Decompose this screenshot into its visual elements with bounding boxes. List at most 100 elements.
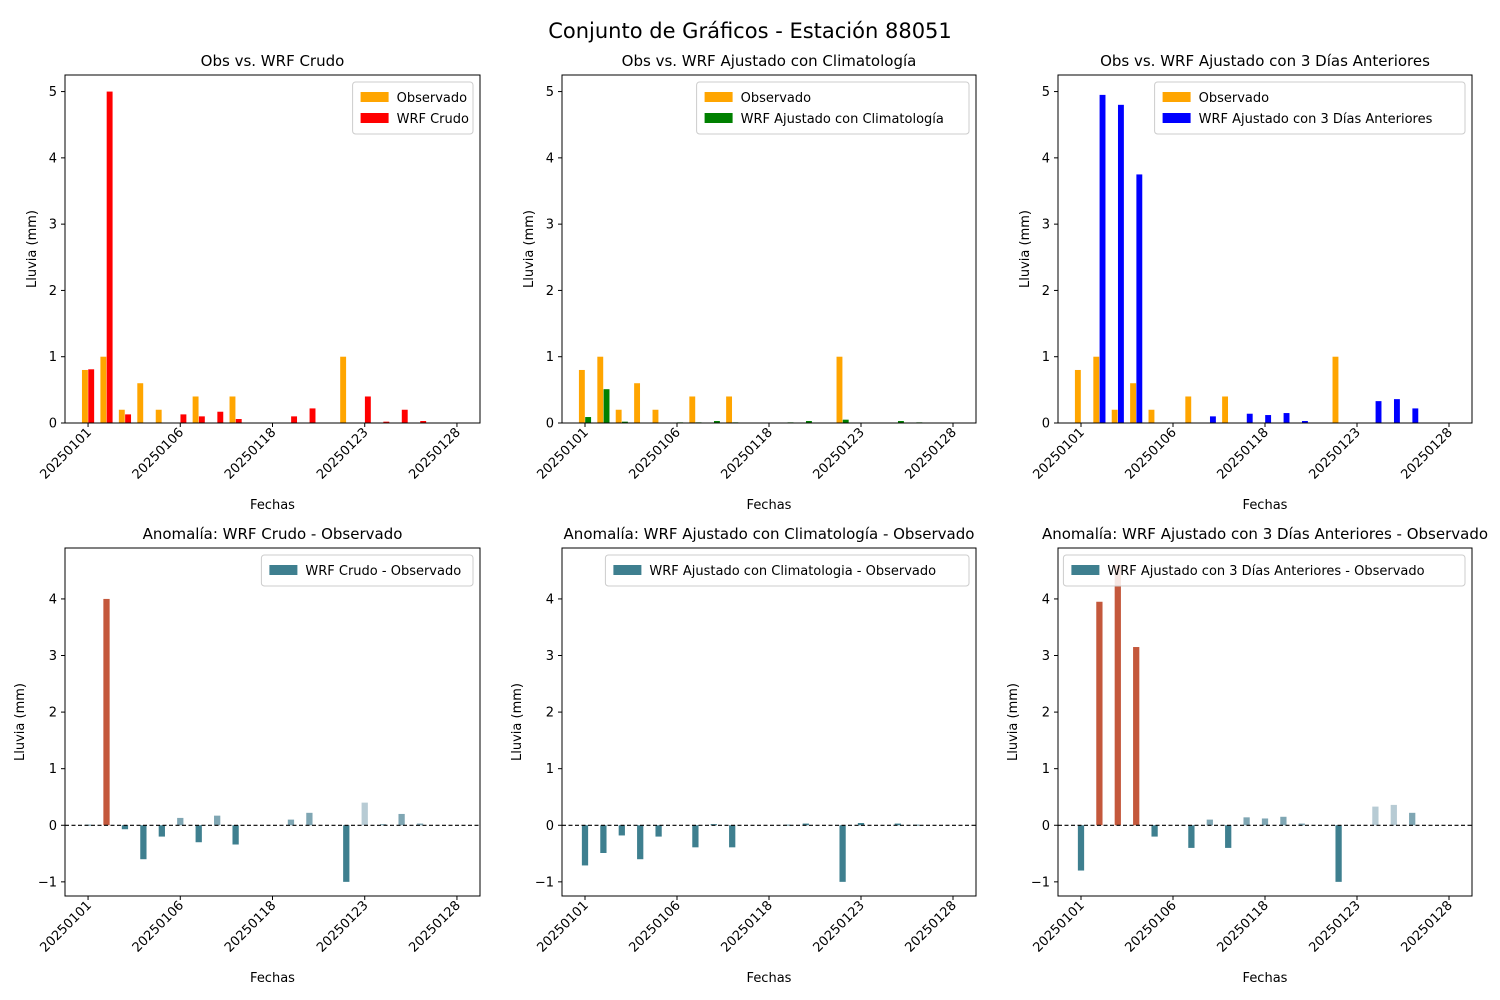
bar bbox=[802, 823, 809, 826]
y-tick-label: −1 bbox=[38, 875, 57, 890]
x-tick-label: 20250123 bbox=[810, 898, 867, 955]
y-tick-label: −1 bbox=[1031, 875, 1050, 890]
bar bbox=[420, 421, 427, 423]
legend: WRF Ajustado con 3 Días Anteriores - Obs… bbox=[1062, 554, 1466, 587]
bar bbox=[1243, 817, 1250, 826]
legend: Observado WRF Ajustado con Climatología bbox=[696, 81, 970, 135]
x-tick-label: 20250123 bbox=[810, 425, 867, 482]
bar bbox=[618, 825, 625, 836]
legend-entry: Observado bbox=[1199, 91, 1270, 106]
bar bbox=[1409, 812, 1416, 826]
axes-frame bbox=[561, 547, 977, 897]
bar bbox=[1188, 825, 1195, 848]
bar bbox=[1332, 356, 1339, 423]
bar bbox=[1375, 401, 1382, 423]
y-tick-label: 2 bbox=[1042, 706, 1050, 721]
bar bbox=[692, 825, 699, 848]
bar bbox=[1096, 601, 1103, 826]
bar bbox=[192, 396, 199, 423]
bar bbox=[81, 369, 88, 423]
bar bbox=[140, 825, 147, 860]
axes-frame bbox=[64, 547, 481, 897]
y-axis-label: Lluvia (mm) bbox=[1018, 210, 1033, 288]
y-axis-label: Lluvia (mm) bbox=[25, 210, 40, 288]
bar bbox=[398, 813, 405, 826]
bar bbox=[894, 823, 901, 826]
bar bbox=[137, 383, 144, 423]
bar bbox=[158, 825, 165, 837]
bar bbox=[1372, 806, 1379, 826]
bar bbox=[177, 817, 184, 826]
y-tick-label: 0 bbox=[49, 819, 57, 834]
bar bbox=[1099, 94, 1106, 423]
chart-title: Anomalía: WRF Ajustado con Climatología … bbox=[564, 525, 975, 543]
x-tick-label: 20250118 bbox=[222, 898, 279, 955]
x-tick-label: 20250101 bbox=[37, 898, 94, 955]
y-tick-label: 0 bbox=[1042, 417, 1050, 432]
bar bbox=[637, 825, 644, 860]
chart-title: Anomalía: WRF Crudo - Observado bbox=[143, 525, 403, 543]
bar bbox=[361, 802, 368, 826]
bar bbox=[1412, 408, 1419, 423]
x-axis-label: Fechas bbox=[747, 971, 792, 986]
x-tick-label: 20250128 bbox=[406, 425, 463, 482]
bar bbox=[729, 825, 736, 848]
bar bbox=[689, 396, 696, 423]
x-tick-label: 20250123 bbox=[1306, 898, 1363, 955]
legend-entry: Observado bbox=[397, 91, 468, 106]
bar bbox=[784, 824, 791, 826]
bar bbox=[1335, 825, 1342, 882]
legend-swatch bbox=[1162, 113, 1191, 123]
x-axis-label: Fechas bbox=[1243, 971, 1288, 986]
x-tick-label: 20250101 bbox=[1030, 898, 1087, 955]
x-axis-label: Fechas bbox=[250, 971, 295, 986]
bar bbox=[232, 825, 239, 845]
y-tick-label: −1 bbox=[535, 875, 554, 890]
bar bbox=[1114, 564, 1121, 826]
y-tick-label: 5 bbox=[546, 85, 554, 100]
bar bbox=[1133, 647, 1140, 826]
bar bbox=[1222, 396, 1229, 423]
bar bbox=[229, 396, 236, 423]
x-axis-label: Fechas bbox=[250, 498, 295, 513]
bar bbox=[103, 598, 110, 826]
y-tick-label: 2 bbox=[546, 284, 554, 299]
bar bbox=[100, 356, 107, 423]
x-tick-label: 20250118 bbox=[718, 898, 775, 955]
bar bbox=[1280, 816, 1287, 826]
bar bbox=[1246, 413, 1253, 423]
y-tick-label: 2 bbox=[1042, 284, 1050, 299]
x-tick-label: 20250128 bbox=[902, 898, 959, 955]
y-tick-label: 3 bbox=[546, 649, 554, 664]
bar bbox=[343, 825, 350, 882]
figure-title: Conjunto de Gráficos - Estación 88051 bbox=[548, 19, 952, 43]
x-tick-label: 20250106 bbox=[130, 898, 187, 955]
bar bbox=[857, 823, 865, 826]
x-tick-label: 20250128 bbox=[902, 425, 959, 482]
y-tick-label: 5 bbox=[1042, 85, 1050, 100]
bar bbox=[600, 825, 607, 853]
bar bbox=[1209, 416, 1216, 423]
x-tick-label: 20250118 bbox=[1214, 425, 1271, 482]
x-tick-label: 20250101 bbox=[1030, 425, 1087, 482]
bar bbox=[118, 409, 125, 423]
x-tick-label: 20250118 bbox=[718, 425, 775, 482]
bar bbox=[180, 414, 187, 423]
chart-title: Anomalía: WRF Ajustado con 3 Días Anteri… bbox=[1042, 525, 1488, 543]
bar bbox=[416, 823, 424, 826]
legend-entry: WRF Ajustado con 3 Días Anteriores - Obs… bbox=[1107, 564, 1424, 579]
chart-title: Obs vs. WRF Ajustado con 3 Días Anterior… bbox=[1100, 52, 1430, 70]
bar bbox=[364, 396, 371, 423]
legend-swatch bbox=[613, 565, 642, 575]
bar bbox=[155, 409, 162, 423]
bar bbox=[380, 824, 387, 826]
bar bbox=[1206, 819, 1213, 826]
legend-entry: WRF Ajustado con 3 Días Anteriores bbox=[1199, 112, 1433, 127]
bar bbox=[839, 825, 846, 882]
bar bbox=[655, 825, 662, 837]
legend-entry: WRF Crudo - Observado bbox=[305, 564, 461, 579]
bar bbox=[603, 389, 610, 423]
bar bbox=[1136, 174, 1143, 423]
bar bbox=[1390, 804, 1397, 826]
y-tick-label: 4 bbox=[49, 592, 57, 607]
